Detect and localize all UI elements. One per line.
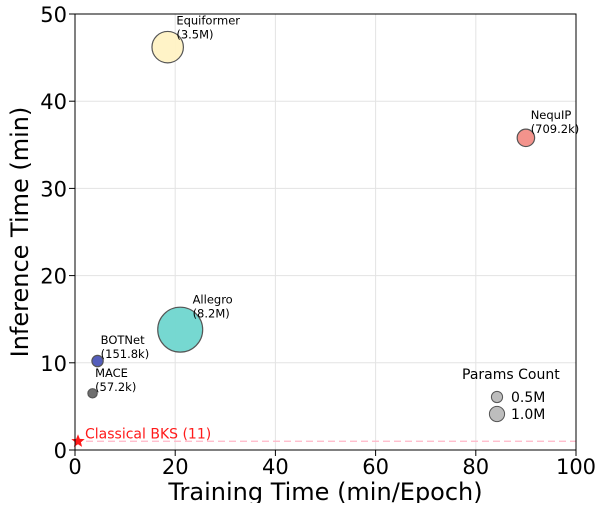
points-layer — [87, 30, 536, 399]
point-labels-layer: Equiformer(3.5M) NequIP(709.2k) Allegro(8.… — [95, 13, 579, 393]
point-label-params: (709.2k) — [531, 122, 580, 136]
x-tick-label: 80 — [462, 455, 489, 479]
y-tick-label: 0 — [54, 439, 67, 463]
x-axis-title: Training Time (min/Epoch) — [167, 478, 482, 503]
x-tick-label: 0 — [68, 455, 81, 479]
y-tick-label: 10 — [40, 352, 67, 376]
y-tick-label: 30 — [40, 177, 67, 201]
legend-title: Params Count — [462, 367, 560, 383]
legend-size-marker — [488, 405, 506, 423]
baseline-star-marker — [71, 434, 85, 447]
y-tick-label: 50 — [40, 3, 67, 27]
point-label-name: MACE — [95, 366, 128, 380]
point-label-params: (57.2k) — [95, 380, 136, 394]
x-tick-label: 60 — [362, 455, 389, 479]
point-label-name: Allegro — [193, 292, 233, 306]
data-point — [157, 306, 204, 353]
legend-size-marker — [490, 390, 504, 404]
y-axis-title: Inference Time (min) — [6, 107, 34, 358]
legend-entry-label: 1.0M — [511, 407, 545, 423]
data-point — [87, 388, 98, 399]
x-tick-label: 40 — [262, 455, 289, 479]
point-label-params: (151.8k) — [101, 347, 150, 361]
point-label-name: BOTNet — [101, 333, 145, 347]
x-tick-label: 100 — [556, 455, 595, 479]
baseline-layer: Classical BKS (11) — [71, 426, 576, 447]
point-label-params: (3.5M) — [176, 27, 213, 41]
x-tick-label: 20 — [162, 455, 189, 479]
y-tick-label: 20 — [40, 265, 67, 289]
plot-frame — [74, 13, 577, 451]
legend-entry-label: 0.5M — [511, 390, 545, 406]
data-point — [151, 30, 185, 64]
y-tick-label: 40 — [40, 90, 67, 114]
data-point — [91, 354, 104, 368]
baseline-label: Classical BKS (11) — [85, 426, 211, 442]
point-label-name: NequIP — [531, 108, 572, 122]
data-point — [516, 128, 536, 148]
point-label-params: (8.2M) — [193, 306, 230, 320]
axis-ticks: 0 20 40 60 80 100 0 10 20 30 40 50 — [40, 3, 595, 479]
grid — [75, 14, 576, 450]
point-label-name: Equiformer — [176, 13, 240, 27]
legend: Params Count 0.5M1.0M — [462, 367, 560, 423]
